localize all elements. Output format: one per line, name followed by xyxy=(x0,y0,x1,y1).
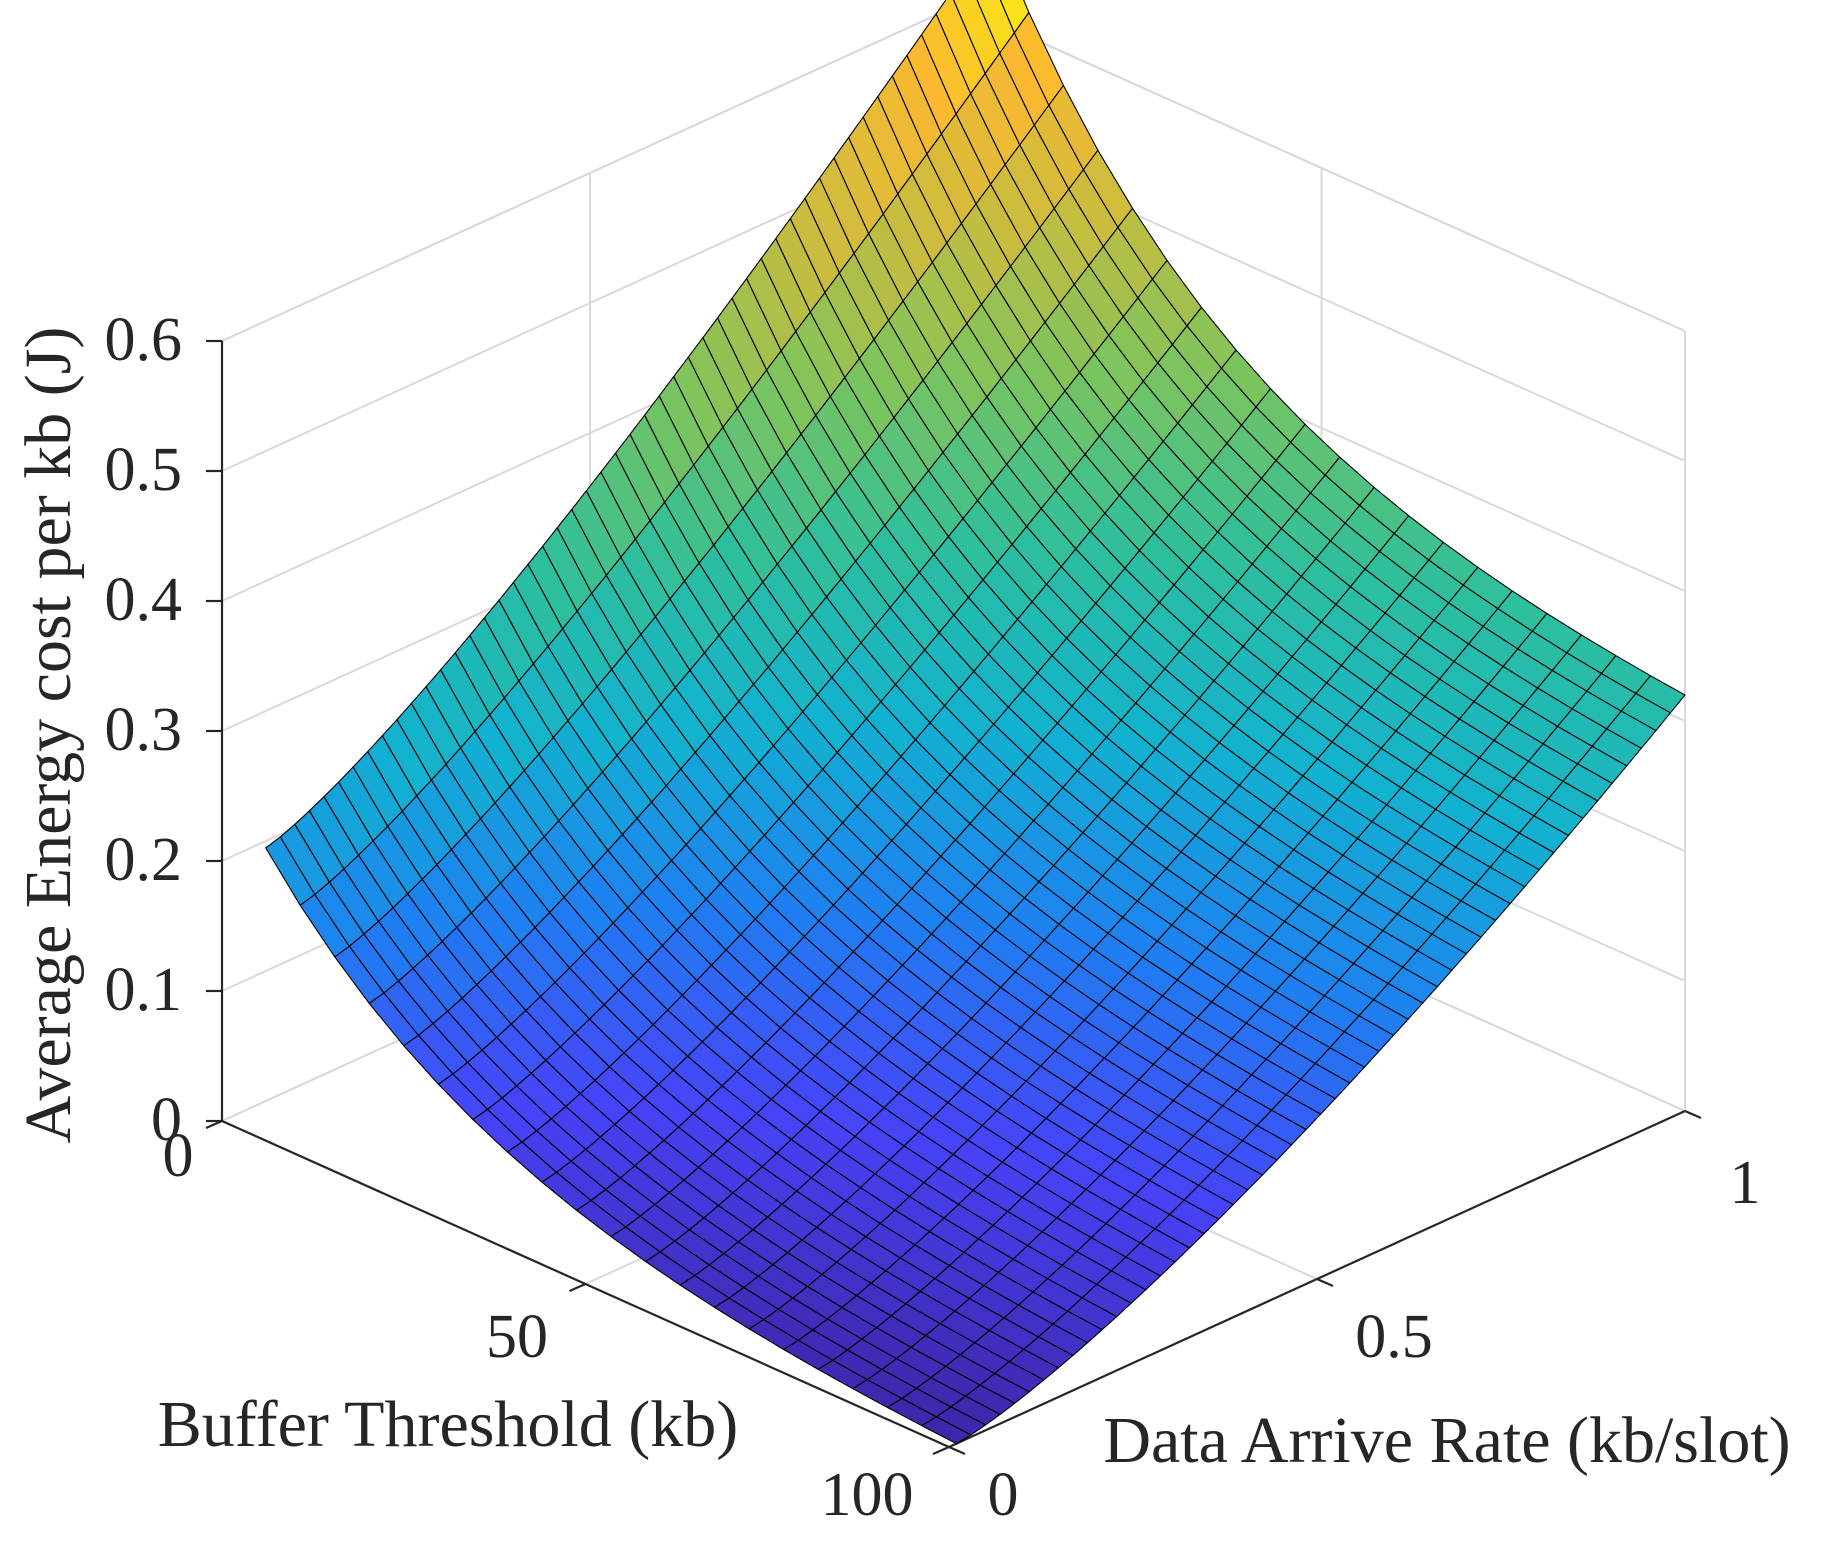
y-tick-label: 1 xyxy=(1730,1149,1761,1217)
y-tick-label: 0 xyxy=(988,1461,1019,1529)
z-tick-label: 0.6 xyxy=(105,306,183,374)
z-tick-labels: 0 0.1 0.2 0.3 0.4 0.5 0.6 xyxy=(105,306,183,1154)
y-tick-label: 0.5 xyxy=(1355,1303,1433,1371)
y-tick-mark xyxy=(948,1445,966,1456)
x-tick-label: 100 xyxy=(821,1461,914,1529)
z-tick-label: 0.1 xyxy=(105,956,183,1024)
x-tick-mark xyxy=(569,1282,586,1293)
axes xyxy=(205,339,1702,1456)
y-axis-label: Data Arrive Rate (kb/slot) xyxy=(1103,1404,1790,1477)
y-tick-mark xyxy=(1316,1277,1334,1288)
z-tick-label: 0.5 xyxy=(105,436,183,504)
y-tick-mark xyxy=(1684,1109,1702,1120)
z-tick-label: 0.3 xyxy=(105,696,183,764)
box-edge xyxy=(221,4,959,342)
surface-patch xyxy=(921,1416,972,1445)
x-axis-label: Buffer Threshold (kb) xyxy=(158,1388,738,1461)
z-tick-label: 0 xyxy=(151,1086,182,1154)
x-tick-mark xyxy=(932,1445,950,1456)
x-tick-mark xyxy=(205,1119,223,1130)
z-tick-label: 0.2 xyxy=(105,826,183,894)
box-edge xyxy=(957,4,1686,332)
x-tick-label: 0 xyxy=(163,1122,194,1190)
surface xyxy=(265,0,1686,1445)
x-tick-label: 50 xyxy=(486,1303,548,1371)
z-tick-label: 0.4 xyxy=(105,566,183,634)
x-tick-labels: 0 50 100 xyxy=(163,1122,914,1529)
z-axis-label: Average Energy cost per kb (J) xyxy=(12,327,85,1144)
y-tick-labels: 0 0.5 1 xyxy=(988,1149,1761,1529)
